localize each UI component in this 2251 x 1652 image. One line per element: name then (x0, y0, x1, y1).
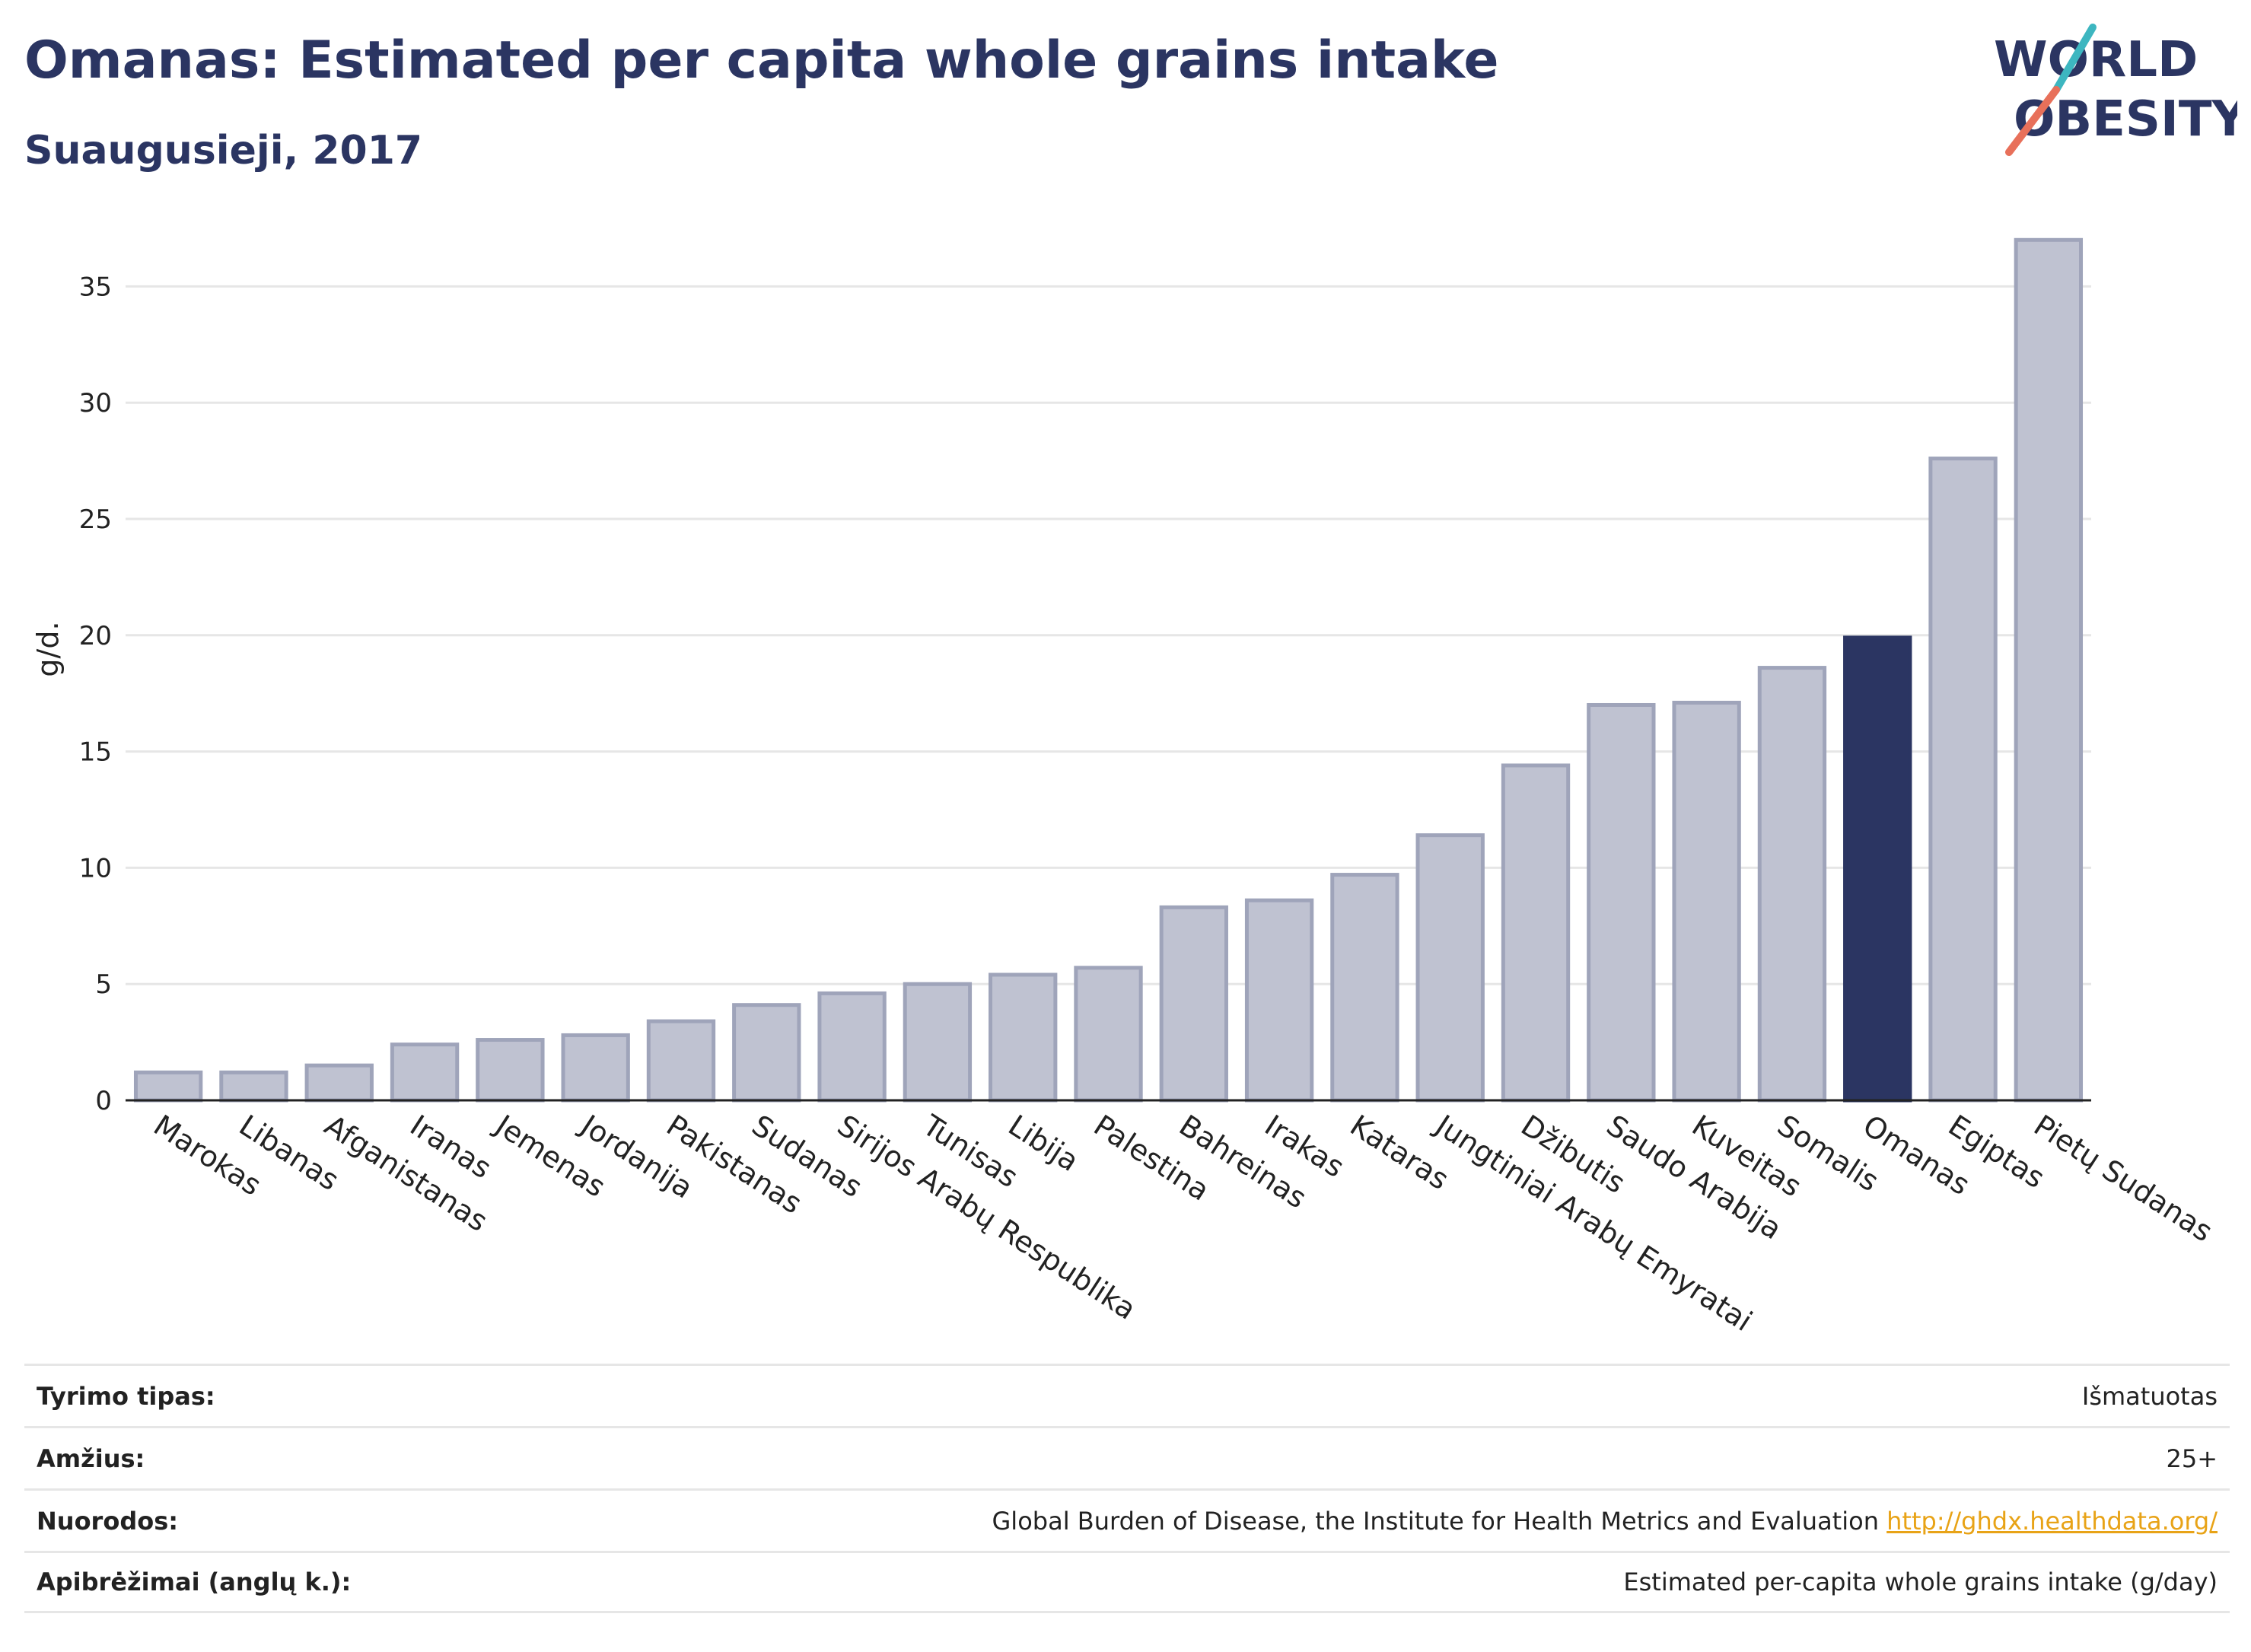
bar (476, 1038, 545, 1103)
info-label: Nuorodos: (37, 1506, 179, 1536)
bar (390, 1042, 460, 1103)
info-row-definitions: Apibrėžimai (anglų k.): Estimated per-ca… (24, 1551, 2230, 1613)
chart-subtitle: Suaugusieji, 2017 (24, 128, 423, 173)
logo-slash-coral (2005, 86, 2060, 156)
world-obesity-logo: WORLD OBESITY (1994, 24, 2237, 156)
bar (1330, 873, 1399, 1103)
y-tick-label: 15 (79, 737, 112, 768)
bar (1415, 833, 1485, 1103)
bar-chart: 05101520253035g/d.MarokasLibanasAfganist… (31, 237, 2218, 1338)
bar (1244, 898, 1314, 1103)
info-value: Estimated per-capita whole grains intake… (1623, 1568, 2218, 1596)
logo-slash-teal (2052, 24, 2097, 94)
bar (646, 1019, 716, 1103)
info-row-age: Amžius: 25+ (24, 1426, 2230, 1488)
bar (219, 1070, 288, 1103)
bar (1074, 966, 1143, 1103)
bar (561, 1033, 630, 1103)
logo-line1: WORLD (1994, 32, 2198, 88)
info-table: Tyrimo tipas: Išmatuotas Amžius: 25+ Nuo… (24, 1364, 2230, 1613)
bar (1159, 905, 1228, 1103)
x-tick-label: Kataras (1345, 1109, 1455, 1197)
reference-text: Global Burden of Disease, the Institute … (992, 1506, 1879, 1536)
bar (817, 991, 887, 1103)
bar (1672, 700, 1741, 1103)
chart-title: Omanas: Estimated per capita whole grain… (24, 30, 1499, 91)
bar (1587, 702, 1656, 1103)
info-row-study-type: Tyrimo tipas: Išmatuotas (24, 1364, 2230, 1426)
bar (1843, 635, 1912, 1103)
info-value: Išmatuotas (2081, 1381, 2218, 1411)
y-tick-label: 10 (79, 853, 112, 883)
bar (1757, 666, 1827, 1103)
bar (1501, 763, 1571, 1103)
reference-link[interactable]: http://ghdx.healthdata.org/ (1886, 1506, 2218, 1536)
x-tick-label: Pietų Sudanas (2028, 1109, 2218, 1249)
bar (2014, 237, 2084, 1103)
y-tick-label: 20 (79, 621, 112, 651)
info-label: Tyrimo tipas: (37, 1381, 215, 1411)
bar (903, 982, 973, 1103)
info-label: Apibrėžimai (anglų k.): (37, 1568, 352, 1596)
y-tick-label: 5 (95, 969, 112, 1000)
bar (989, 972, 1058, 1103)
info-value-references: Global Burden of Disease, the Institute … (992, 1507, 2218, 1536)
y-tick-label: 0 (95, 1086, 112, 1116)
info-value: 25+ (2166, 1444, 2218, 1473)
info-row-references: Nuorodos: Global Burden of Disease, the … (24, 1488, 2230, 1551)
info-label: Amžius: (37, 1444, 145, 1473)
y-tick-label: 35 (79, 272, 112, 302)
y-axis-label: g/d. (31, 621, 65, 676)
y-tick-label: 30 (79, 388, 112, 419)
bar (1928, 457, 1998, 1103)
bar (732, 1003, 801, 1103)
y-tick-label: 25 (79, 505, 112, 535)
bar (133, 1070, 203, 1103)
bar (304, 1063, 374, 1103)
